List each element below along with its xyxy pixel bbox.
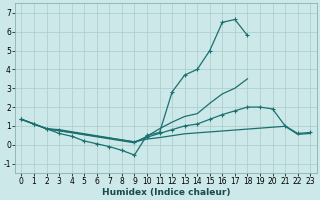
- X-axis label: Humidex (Indice chaleur): Humidex (Indice chaleur): [101, 188, 230, 197]
